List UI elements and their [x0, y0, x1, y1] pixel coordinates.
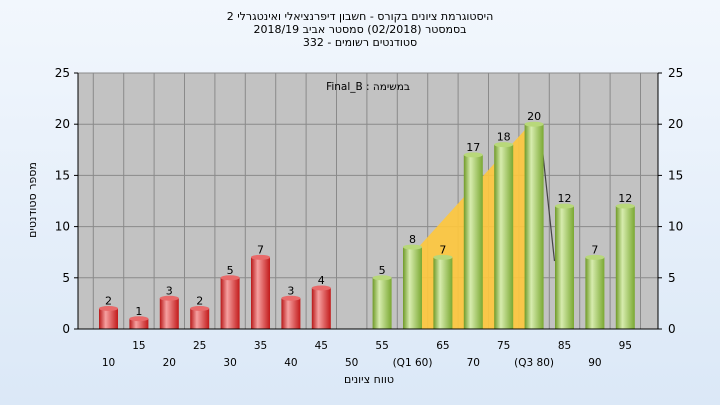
right-y-tick-label: 10 — [668, 220, 683, 234]
x-axis-title: טווח ציונים — [344, 373, 394, 386]
x-tick-label: 40 — [284, 357, 297, 369]
data-label: 7 — [591, 243, 598, 256]
x-tick-label: 55 — [375, 340, 388, 352]
left-y-tick-label: 20 — [55, 117, 70, 131]
histogram-bar — [433, 257, 453, 329]
histogram-bar-cap — [433, 254, 453, 260]
histogram-bar-cap — [524, 121, 544, 127]
left-y-tick-label: 5 — [62, 271, 70, 285]
x-tick-label: 10 — [102, 357, 115, 369]
left-y-tick-label: 10 — [55, 220, 70, 234]
histogram-bar — [159, 298, 179, 329]
x-tick-label: 90 — [588, 357, 601, 369]
right-y-tick-label: 25 — [668, 66, 683, 80]
x-tick-label: 30 — [223, 357, 236, 369]
chart-title: היסטוגרמת ציונים בקורס - חשבון דיפרנציאל… — [226, 10, 494, 23]
histogram-bar-cap — [251, 254, 270, 260]
x-tick-label: (Q1 60) — [393, 357, 433, 369]
chart-subtitle-semester: בסמסטר (02/2018) סמסטר אביב 2018/19 — [253, 23, 467, 36]
data-label: 7 — [257, 243, 264, 256]
data-label: 5 — [227, 264, 234, 277]
data-label: 3 — [166, 284, 173, 297]
x-tick-label: 70 — [467, 357, 480, 369]
right-y-tick-label: 20 — [668, 117, 683, 131]
data-label: 2 — [196, 295, 203, 308]
histogram-bar-cap — [129, 316, 149, 322]
histogram-bar — [524, 124, 544, 329]
histogram-bar-cap — [403, 244, 422, 250]
histogram-bar-cap — [615, 203, 635, 209]
histogram-bar — [403, 247, 422, 329]
x-tick-label: 65 — [436, 340, 449, 352]
left-y-tick-label: 15 — [55, 168, 70, 182]
x-tick-label: 45 — [315, 340, 328, 352]
histogram-bar-cap — [159, 295, 179, 301]
data-label: 4 — [318, 274, 325, 287]
histogram-bar-cap — [190, 306, 210, 312]
histogram-bar-cap — [311, 285, 331, 291]
right-y-tick-label: 5 — [668, 271, 676, 285]
x-tick-label: 85 — [558, 340, 571, 352]
histogram-bar-cap — [555, 203, 574, 209]
data-label: 1 — [135, 305, 142, 318]
data-label: 8 — [409, 233, 416, 246]
chart-subtitle-students: סטודנטים רשומים - 332 — [302, 36, 418, 49]
left-y-tick-label: 0 — [62, 322, 70, 336]
data-label: 17 — [466, 141, 480, 154]
data-label: 18 — [497, 131, 511, 144]
histogram-bar — [129, 318, 149, 329]
data-label: 20 — [527, 110, 541, 123]
data-label: 5 — [379, 264, 386, 277]
histogram-bar-cap — [99, 306, 118, 312]
data-label: 3 — [287, 284, 294, 297]
y-axis-title: מספר סטודנטים — [26, 162, 39, 238]
histogram-bar — [463, 154, 483, 329]
data-label: 12 — [558, 192, 572, 205]
left-y-tick-label: 25 — [55, 66, 70, 80]
histogram-bar-cap — [585, 254, 605, 260]
histogram-bar — [251, 257, 270, 329]
histogram-bar — [190, 308, 210, 329]
x-tick-label: 20 — [163, 357, 176, 369]
histogram-bar-cap — [281, 295, 301, 301]
histogram-bar-cap — [494, 142, 514, 148]
right-y-tick-label: 15 — [668, 168, 683, 182]
x-tick-label: 50 — [345, 357, 358, 369]
x-tick-label: (Q3 80) — [514, 357, 554, 369]
x-tick-label: 75 — [497, 340, 510, 352]
data-label: 2 — [105, 295, 112, 308]
chart-annotation: במשימה : Final_B — [326, 81, 410, 93]
histogram-bar — [281, 298, 301, 329]
histogram-bar — [311, 288, 331, 329]
histogram-bar — [220, 277, 240, 329]
data-label: 7 — [439, 243, 446, 256]
data-label: 12 — [618, 192, 632, 205]
x-tick-label: 35 — [254, 340, 267, 352]
right-y-tick-label: 0 — [668, 322, 676, 336]
histogram-bar — [585, 257, 605, 329]
histogram-bar — [555, 206, 574, 329]
histogram-bar-cap — [463, 152, 483, 158]
histogram-bar — [372, 277, 392, 329]
histogram-bar-cap — [372, 275, 392, 281]
x-tick-label: 25 — [193, 340, 206, 352]
histogram-bar — [99, 308, 118, 329]
histogram-bar — [615, 206, 635, 329]
histogram-bar-cap — [220, 275, 240, 281]
x-tick-label: 95 — [619, 340, 632, 352]
histogram-bar — [494, 144, 514, 329]
x-tick-label: 15 — [132, 340, 145, 352]
